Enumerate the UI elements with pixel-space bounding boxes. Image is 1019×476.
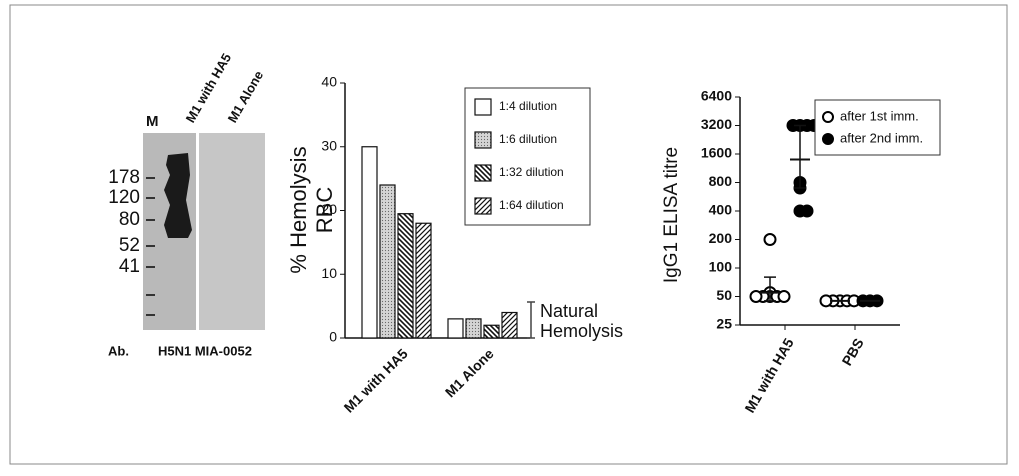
legend-label: after 2nd imm. <box>840 130 923 145</box>
y-axis-label: % Hemolysis <box>286 146 311 273</box>
y-tick-label: 3200 <box>701 116 732 132</box>
legend-label: 1:32 dilution <box>499 165 564 179</box>
bar <box>398 214 413 338</box>
y-tick-label: 400 <box>709 202 733 218</box>
bar <box>362 147 377 338</box>
legend-label: 1:64 dilution <box>499 198 564 212</box>
page: M M1 with HA5 M1 Alone 178 120 80 52 41 … <box>0 0 1019 476</box>
bar <box>380 185 395 338</box>
marker-label: 52 <box>119 235 140 256</box>
legend-swatch <box>475 165 491 181</box>
legend-swatch <box>475 99 491 115</box>
bar <box>466 319 481 338</box>
legend-marker <box>823 134 833 144</box>
point <box>751 291 762 302</box>
marker-label: 80 <box>119 209 140 230</box>
y-tick-label: 800 <box>709 173 733 189</box>
y-tick-label: 0 <box>329 329 337 345</box>
y-tick-label: 25 <box>716 316 732 332</box>
y-tick-label: 6400 <box>701 88 732 104</box>
legend-label: 1:6 dilution <box>499 132 557 146</box>
x-tick-label: M1 with HA5 <box>341 345 411 415</box>
x-tick-label: PBS <box>839 335 867 368</box>
marker-label: 178 <box>108 167 140 188</box>
lane-label: M <box>146 113 159 130</box>
antibody-label: Ab. <box>108 343 129 358</box>
y-axis-label: IgG1 ELISA titre <box>661 147 682 283</box>
point <box>802 206 813 217</box>
bracket <box>527 302 535 338</box>
x-tick-label: M1 with HA5 <box>741 335 797 415</box>
legend-label: after 1st imm. <box>840 108 919 123</box>
blot-gap <box>196 133 199 330</box>
y-tick-label: 100 <box>709 259 733 275</box>
figure: M M1 with HA5 M1 Alone 178 120 80 52 41 … <box>0 0 1019 471</box>
y-axis-label: RBC <box>312 187 337 234</box>
point <box>779 291 790 302</box>
point <box>765 234 776 245</box>
legend-label: 1:4 dilution <box>499 99 557 113</box>
y-tick-label: 200 <box>709 230 733 246</box>
annotation: Natural <box>540 301 598 321</box>
y-tick-label: 1600 <box>701 145 732 161</box>
y-tick-label: 30 <box>321 137 337 153</box>
marker-label: 41 <box>119 256 140 277</box>
lane-label: M1 Alone <box>225 68 267 125</box>
bar <box>502 313 517 339</box>
y-tick-label: 40 <box>321 74 337 90</box>
bar <box>484 325 499 338</box>
antibody: H5N1 MIA-0052 <box>158 343 252 358</box>
x-tick-label: M1 Alone <box>442 345 497 400</box>
annotation: Hemolysis <box>540 321 623 341</box>
legend-swatch <box>475 198 491 214</box>
blot-lane <box>199 133 265 330</box>
y-tick-label: 50 <box>716 287 732 303</box>
legend-swatch <box>475 132 491 148</box>
bar <box>416 223 431 338</box>
marker-label: 120 <box>108 187 140 208</box>
bar <box>448 319 463 338</box>
point <box>821 295 832 306</box>
legend-marker <box>823 112 833 122</box>
y-tick-label: 10 <box>321 265 337 281</box>
